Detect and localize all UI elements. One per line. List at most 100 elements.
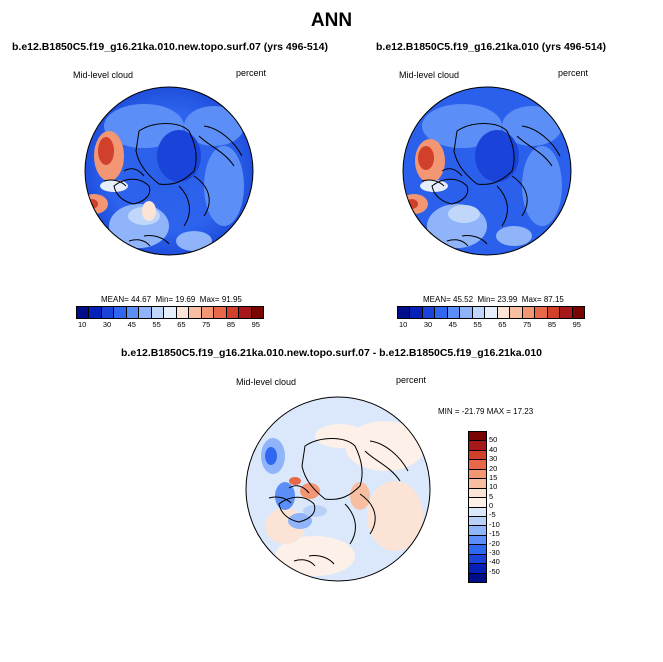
diff-colorbar-box [469,432,486,442]
diff-colorbar-tick-label: -40 [489,557,500,567]
colorbar-box [239,307,252,318]
colorbar-tick-label: 85 [547,320,557,329]
colorbar-box [560,307,573,318]
diff-colorbar-tick-label: 50 [489,435,498,445]
colorbar-tick-label: 65 [498,320,507,329]
panel2-variable: Mid-level cloud [399,70,460,80]
diff-colorbar-box [469,498,486,508]
colorbar-box [89,307,102,318]
diff-colorbar-box [469,441,486,451]
diff-colorbar-tick-label: 0 [489,501,494,510]
colorbar-tick-label: 85 [226,320,236,329]
colorbar-box [139,307,152,318]
colorbar-box [572,307,585,318]
diff-colorbar-box [469,545,486,555]
colorbar-box [547,307,561,318]
colorbar-box [101,307,115,318]
colorbar-box [164,307,177,318]
colorbar-box [251,307,264,318]
diff-title: b.e12.B1850C5.f19_g16.21ka.010.new.topo.… [120,347,543,359]
diff-colorbar-box [469,507,486,517]
diff-polar-map [245,396,431,582]
diff-colorbar-tick-label: 15 [489,472,498,482]
diff-colorbar-tick-label: -30 [489,547,500,557]
colorbar-box [77,307,90,318]
diff-colorbar-ticks: 50 40 30 20 15 10 5 0 -5 -10 -15 -20 -30 -40 -50 [489,431,519,581]
diff-colorbar-box [469,535,486,546]
colorbar-tick-label: 55 [473,320,482,329]
panel1-max-label: Max= [199,295,220,304]
diff-colorbar-tick-label: -50 [489,566,500,576]
main-title: ANN [310,10,353,31]
colorbar-box [201,307,215,318]
colorbar-tick-label: 10 [399,320,408,329]
panel1-mean-label: MEAN= [101,295,129,304]
diff-colorbar-tick-label: -15 [489,529,500,539]
colorbar-tick-label: 75 [523,320,532,329]
colorbar-tick-label: 30 [423,320,433,329]
panel1-variable: Mid-level cloud [73,70,134,80]
panel2-mean: 45.52 [453,295,474,304]
panel1-case-title: b.e12.B1850C5.f19_g16.21ka.010.new.topo.… [12,41,328,53]
diff-minmax: MIN = -21.79 MAX = 17.23 [438,407,534,416]
panel1-stats: MEAN= 44.67 Min= 19.69 Max= 91.95 [101,295,242,304]
diff-colorbar-tick-label: 5 [489,491,494,501]
panel2-case-title: b.e12.B1850C5.f19_g16.21ka.010 (yrs 496-… [376,41,606,53]
panel1-colorbar-ticks: 10 30 45 55 65 75 85 95 [76,320,262,330]
panel1-mean: 44.67 [131,295,152,304]
colorbar-box [422,307,436,318]
diff-colorbar-tick-label: 30 [489,454,498,464]
panel1-colorbar [76,306,264,319]
colorbar-box [226,307,240,318]
panel1-min-label: Min= [155,295,174,304]
colorbar-box [151,307,165,318]
colorbar-box [535,307,548,318]
diff-units: percent [396,375,427,385]
diff-colorbar-box [469,573,486,582]
colorbar-box [410,307,423,318]
diff-colorbar-tick-label: 10 [489,482,498,492]
panel1-max: 91.95 [221,295,242,304]
colorbar-tick-label: 95 [251,320,260,329]
diff-colorbar-tick-label: -10 [489,519,500,529]
colorbar-box [485,307,498,318]
panel2-stats: MEAN= 45.52 Min= 23.99 Max= 87.15 [423,295,564,304]
colorbar-box [472,307,486,318]
colorbar-box [189,307,202,318]
diff-colorbar-box [469,488,486,499]
colorbar-tick-label: 95 [572,320,581,329]
colorbar-box [522,307,536,318]
panel2-units: percent [558,68,589,78]
diff-colorbar-tick-label: -5 [489,510,496,520]
colorbar-tick-label: 65 [177,320,186,329]
diff-colorbar-box [469,450,486,461]
panel2-colorbar [397,306,585,319]
colorbar-box [114,307,127,318]
colorbar-tick-label: 75 [202,320,211,329]
colorbar-tick-label: 45 [127,320,136,329]
colorbar-box [447,307,461,318]
diff-colorbar-box [469,469,486,480]
panel2-polar-map [402,86,572,256]
diff-colorbar [468,431,487,583]
colorbar-box [176,307,190,318]
diff-variable: Mid-level cloud [236,377,297,387]
colorbar-box [126,307,140,318]
colorbar-box [214,307,227,318]
diff-colorbar-box [469,516,486,527]
diff-colorbar-box [469,554,486,565]
colorbar-box [460,307,473,318]
colorbar-tick-label: 45 [448,320,457,329]
diff-colorbar-tick-label: 40 [489,444,498,454]
colorbar-tick-label: 55 [152,320,161,329]
diff-colorbar-box [469,526,486,536]
diff-colorbar-box [469,460,486,470]
diff-colorbar-tick-label: 20 [489,463,498,473]
colorbar-tick-label: 30 [102,320,112,329]
panel2-min-label: Min= [477,295,496,304]
colorbar-box [510,307,523,318]
panel2-mean-label: MEAN= [423,295,451,304]
colorbar-box [398,307,411,318]
panel1-units: percent [236,68,267,78]
panel1-min: 19.69 [175,295,196,304]
